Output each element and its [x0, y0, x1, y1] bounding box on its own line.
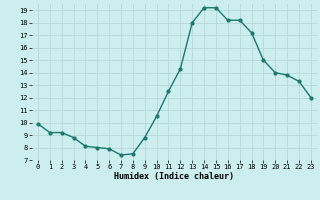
X-axis label: Humidex (Indice chaleur): Humidex (Indice chaleur): [115, 172, 234, 181]
